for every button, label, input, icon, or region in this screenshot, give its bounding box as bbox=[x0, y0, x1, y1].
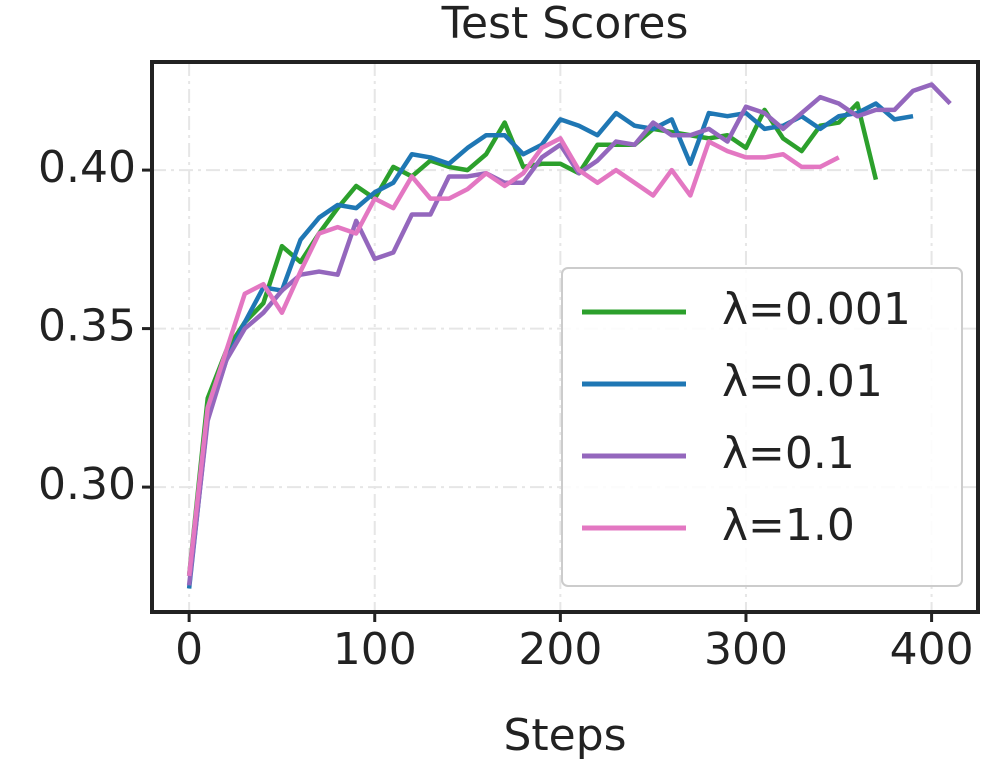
y-tick-label: 0.35 bbox=[38, 301, 136, 352]
plot-frame bbox=[150, 60, 980, 614]
y-tick-label: 0.30 bbox=[38, 459, 136, 510]
series-line bbox=[186, 82, 952, 586]
x-axis-label: Steps bbox=[503, 710, 626, 761]
x-tick-label: 400 bbox=[890, 624, 974, 675]
legend-label: λ=1.0 bbox=[722, 500, 855, 551]
legend-box bbox=[561, 267, 963, 587]
legend-label: λ=0.01 bbox=[722, 356, 883, 407]
series-line bbox=[186, 101, 879, 577]
legend-label: λ=0.001 bbox=[722, 284, 911, 335]
y-tick-label: 0.40 bbox=[38, 142, 136, 193]
x-tick-label: 300 bbox=[704, 624, 788, 675]
x-tick-label: 100 bbox=[333, 624, 417, 675]
legend-label: λ=0.1 bbox=[722, 428, 855, 479]
series-line bbox=[186, 136, 840, 577]
x-tick-label: 200 bbox=[518, 624, 602, 675]
x-tick-label: 0 bbox=[175, 624, 203, 675]
chart-title: Test Scores bbox=[441, 0, 689, 49]
